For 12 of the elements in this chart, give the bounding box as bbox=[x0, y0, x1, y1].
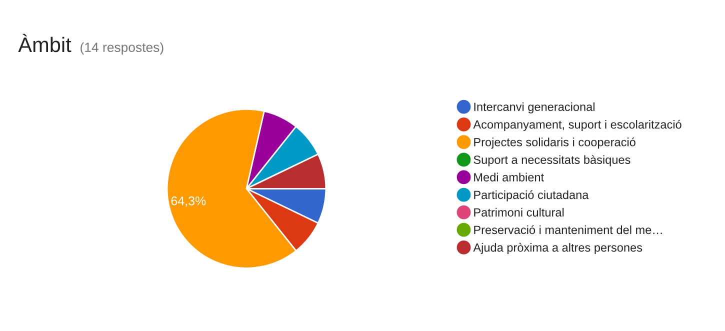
chart-title: Àmbit bbox=[18, 34, 72, 52]
legend-label: Projectes solidaris i cooperació bbox=[474, 138, 636, 149]
legend-label: Suport a necessitats bàsiques bbox=[474, 155, 630, 166]
legend-label: Patrimoni cultural bbox=[474, 208, 564, 217]
data-label: 64,3% bbox=[171, 196, 206, 207]
legend-label: Intercanvi generacional bbox=[474, 102, 594, 114]
legend-label: Acompanyament, suport i escolarització bbox=[473, 120, 682, 132]
legend-label: Ajuda pròxima a altres persones bbox=[473, 242, 642, 254]
legend-label: Participació ciutadana bbox=[474, 190, 589, 202]
chart-subtitle: (14 respostes) bbox=[80, 42, 164, 55]
legend-label: Medi ambient bbox=[474, 172, 544, 182]
legend-label: Preservació i manteniment del me… bbox=[474, 225, 662, 234]
